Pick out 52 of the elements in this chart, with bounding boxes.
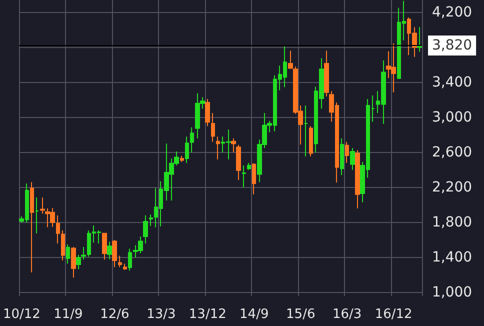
candlestick	[180, 155, 184, 163]
candlestick	[35, 196, 39, 234]
candlestick	[128, 248, 132, 272]
x-tick-label: 16/3	[332, 307, 362, 322]
x-tick-label: 13/3	[146, 307, 176, 322]
x-tick-label: 12/6	[100, 307, 130, 322]
candlestick	[205, 98, 210, 127]
x-tick-label: 13/12	[188, 307, 226, 322]
candlestick	[102, 232, 107, 260]
x-tick-label: 16/12	[374, 307, 412, 322]
y-tick-label: 1,000	[432, 284, 472, 300]
candlestick	[324, 50, 329, 97]
candlestick	[309, 126, 313, 157]
candlestick	[247, 162, 251, 170]
candlestick	[61, 230, 65, 262]
candlestick	[211, 112, 215, 142]
candlestick	[123, 263, 127, 270]
candlestick	[355, 150, 360, 209]
candlestick	[345, 141, 349, 164]
y-tick-label: 3,000	[432, 109, 472, 126]
candlestick	[66, 244, 70, 264]
candlestick	[143, 214, 148, 244]
candlestick	[56, 214, 60, 244]
y-tick-label: 3,400	[432, 74, 472, 90]
y-tick-label: 2,600	[432, 144, 472, 160]
candlestick	[107, 241, 112, 260]
x-tick-label: 14/9	[240, 307, 269, 322]
candlestick	[350, 148, 355, 170]
y-tick-label: 1,800	[432, 214, 472, 230]
y-tick-label: 2,200	[432, 179, 472, 196]
x-tick-label: 10/12	[2, 307, 40, 322]
y-tick-label: 4,200	[432, 4, 472, 20]
candlestick	[252, 162, 256, 195]
candlestick	[76, 254, 81, 270]
candlestick	[417, 26, 422, 52]
candlestick	[149, 214, 153, 226]
candlestick	[112, 239, 117, 268]
candlestick	[81, 246, 86, 260]
candlestick	[71, 246, 76, 278]
candlestick	[118, 255, 122, 268]
candlestick	[242, 165, 246, 188]
x-tick-label: 15/6	[286, 307, 316, 322]
candlestick	[231, 138, 236, 153]
x-tick-label: 11/9	[54, 307, 83, 322]
ref-line-label: 3,820	[432, 38, 472, 54]
candlestick	[340, 138, 344, 176]
candlestick	[304, 105, 308, 157]
candlestick	[30, 182, 34, 273]
y-tick-label: 1,400	[432, 249, 472, 266]
candlestick	[216, 136, 220, 160]
candlestick	[236, 144, 241, 180]
candlestick	[40, 196, 45, 214]
